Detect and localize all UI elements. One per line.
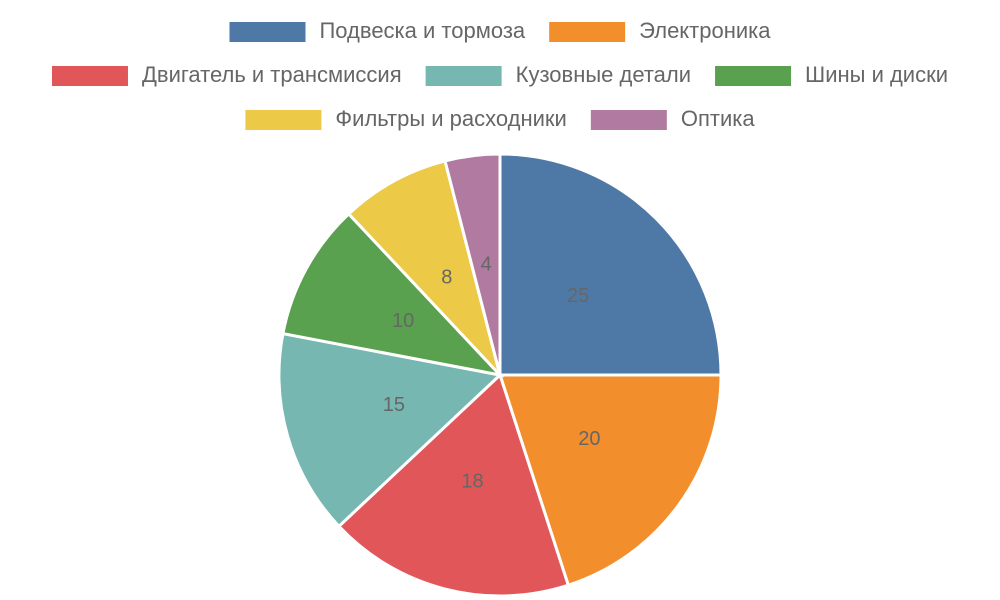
legend-item: Двигатель и трансмиссия bbox=[51, 62, 402, 87]
data-label: 4 bbox=[481, 254, 492, 276]
legend-swatch bbox=[51, 66, 128, 86]
pie-slice bbox=[497, 373, 723, 588]
legend-swatch bbox=[425, 66, 502, 86]
pie-slice bbox=[443, 152, 502, 376]
data-label: 18 bbox=[461, 470, 483, 492]
pie-slice bbox=[277, 331, 504, 529]
legend-label: Электроника bbox=[639, 18, 771, 43]
data-label: 15 bbox=[383, 394, 405, 416]
legend-swatch bbox=[715, 66, 792, 86]
data-label: 25 bbox=[567, 285, 589, 307]
legend-item: Подвеска и тормоза bbox=[229, 18, 526, 43]
pie-slice bbox=[498, 152, 723, 377]
legend-label: Подвеска и тормоза bbox=[319, 18, 525, 43]
legend-row: Фильтры и расходники Оптика bbox=[245, 106, 755, 131]
data-label: 20 bbox=[578, 428, 600, 450]
legend-swatch bbox=[549, 22, 626, 42]
legend-item: Оптика bbox=[590, 106, 755, 131]
data-label: 8 bbox=[441, 266, 452, 288]
legend-label: Фильтры и расходники bbox=[335, 106, 566, 131]
legend-label: Двигатель и трансмиссия bbox=[142, 62, 402, 87]
legend-row: Двигатель и трансмиссия Кузовные детали Ши… bbox=[51, 62, 948, 87]
pie-slice bbox=[346, 159, 502, 377]
legend-label: Оптика bbox=[681, 106, 755, 131]
legend-item: Кузовные детали bbox=[425, 62, 691, 87]
legend-item: Электроника bbox=[549, 18, 771, 43]
data-label: 10 bbox=[392, 310, 414, 332]
pie-slice bbox=[336, 372, 571, 598]
pie-slice bbox=[281, 211, 505, 378]
legend-item: Шины и диски bbox=[715, 62, 948, 87]
legend-swatch bbox=[590, 110, 667, 130]
legend-label: Кузовные детали bbox=[516, 62, 691, 87]
legend-item: Фильтры и расходники bbox=[245, 106, 567, 131]
legend-label: Шины и диски bbox=[805, 62, 948, 87]
legend-swatch bbox=[245, 110, 322, 130]
legend-swatch bbox=[229, 22, 306, 42]
legend-row: Подвеска и тормоза Электроника bbox=[229, 18, 771, 43]
